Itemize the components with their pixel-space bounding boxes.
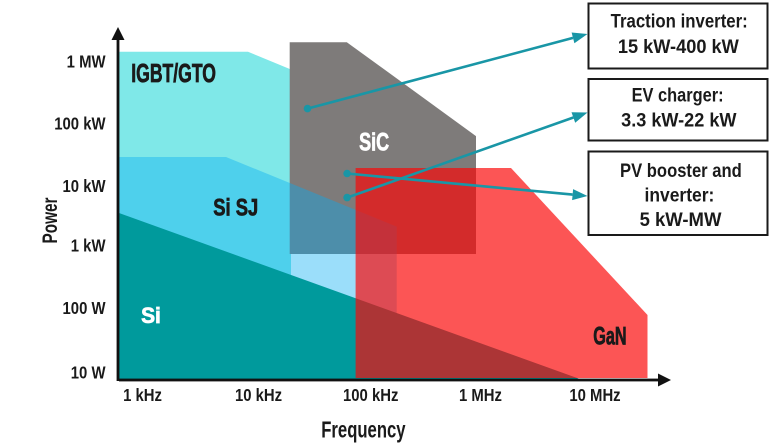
svg-text:100 W: 100 W bbox=[63, 299, 107, 318]
svg-text:3.3 kW-22 kW: 3.3 kW-22 kW bbox=[621, 109, 737, 130]
svg-text:15 kW-400 kW: 15 kW-400 kW bbox=[618, 36, 739, 57]
svg-text:Power: Power bbox=[38, 198, 62, 244]
svg-text:Frequency: Frequency bbox=[321, 418, 406, 443]
svg-text:10 kW: 10 kW bbox=[63, 177, 107, 196]
svg-text:1 kW: 1 kW bbox=[71, 236, 106, 255]
svg-text:100 kW: 100 kW bbox=[54, 115, 106, 134]
svg-text:PV booster and: PV booster and bbox=[620, 160, 742, 181]
svg-text:SiC: SiC bbox=[359, 128, 389, 157]
svg-text:Si: Si bbox=[141, 303, 161, 328]
svg-text:1 MHz: 1 MHz bbox=[459, 386, 502, 405]
svg-text:1 MW: 1 MW bbox=[67, 53, 106, 72]
svg-text:10 kHz: 10 kHz bbox=[235, 386, 282, 405]
svg-text:GaN: GaN bbox=[593, 323, 626, 350]
svg-text:10 MHz: 10 MHz bbox=[569, 386, 620, 405]
svg-text:IGBT/GTO: IGBT/GTO bbox=[131, 59, 216, 88]
svg-text:10 W: 10 W bbox=[71, 364, 106, 383]
svg-text:EV charger:: EV charger: bbox=[632, 84, 724, 105]
svg-text:inverter:: inverter: bbox=[644, 184, 714, 206]
svg-text:1 kHz: 1 kHz bbox=[123, 386, 162, 405]
svg-text:Si SJ: Si SJ bbox=[213, 193, 258, 221]
svg-text:5 kW-MW: 5 kW-MW bbox=[640, 209, 722, 230]
svg-text:Traction inverter:: Traction inverter: bbox=[611, 11, 748, 32]
svg-text:100 kHz: 100 kHz bbox=[343, 386, 398, 405]
